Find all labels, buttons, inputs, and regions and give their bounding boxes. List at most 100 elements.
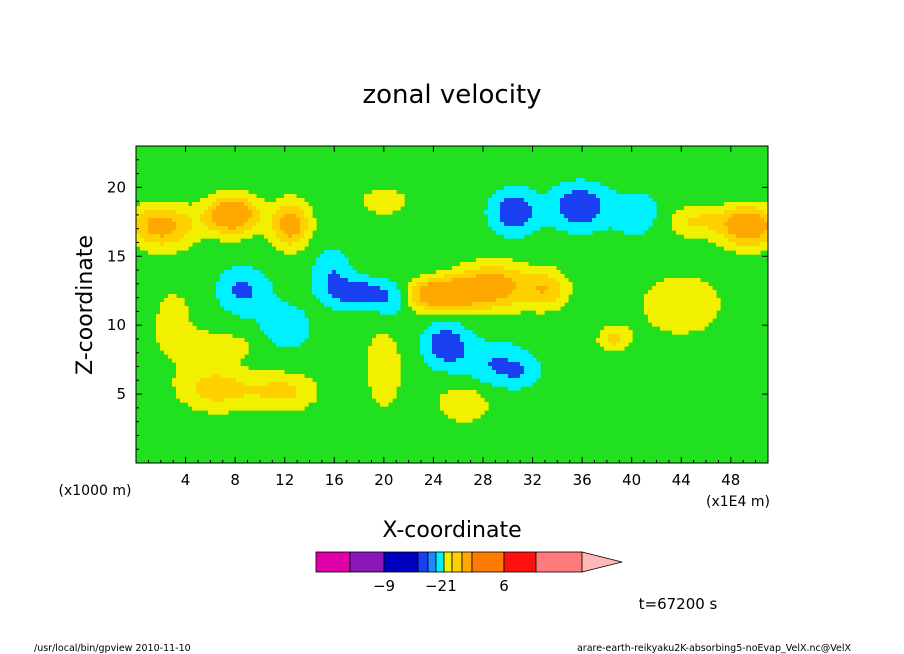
contour-cell xyxy=(488,370,493,375)
contour-cell xyxy=(296,334,301,339)
contour-cell xyxy=(140,246,145,251)
contour-cell xyxy=(272,242,277,247)
contour-cell xyxy=(424,338,429,343)
contour-cell xyxy=(504,214,509,219)
contour-cell xyxy=(344,302,349,307)
contour-cell xyxy=(476,410,481,415)
contour-cell xyxy=(160,306,165,311)
contour-cell xyxy=(228,210,233,215)
contour-cell xyxy=(444,278,449,283)
contour-cell xyxy=(372,370,377,375)
contour-cell xyxy=(600,226,605,231)
contour-cell xyxy=(368,374,373,379)
contour-cell xyxy=(432,286,437,291)
contour-cell xyxy=(576,186,581,191)
contour-cell xyxy=(560,286,565,291)
contour-cell xyxy=(176,230,181,235)
contour-cell xyxy=(368,362,373,367)
contour-cell xyxy=(252,222,257,227)
contour-cell xyxy=(380,386,385,391)
contour-cell xyxy=(528,190,533,195)
contour-cell xyxy=(536,218,541,223)
contour-cell xyxy=(220,386,225,391)
contour-cell xyxy=(740,218,745,223)
contour-cell xyxy=(528,290,533,295)
contour-cell xyxy=(388,302,393,307)
contour-cell xyxy=(188,358,193,363)
contour-cell xyxy=(168,314,173,319)
contour-cell xyxy=(488,198,493,203)
contour-cell xyxy=(468,358,473,363)
contour-cell xyxy=(268,334,273,339)
contour-cell xyxy=(748,226,753,231)
contour-cell xyxy=(372,362,377,367)
contour-cell xyxy=(228,382,233,387)
contour-cell xyxy=(460,402,465,407)
contour-cell xyxy=(260,390,265,395)
contour-cell xyxy=(176,298,181,303)
contour-cell xyxy=(524,382,529,387)
contour-cell xyxy=(280,314,285,319)
contour-cell xyxy=(464,354,469,359)
contour-cell xyxy=(204,358,209,363)
contour-cell xyxy=(224,366,229,371)
contour-cell xyxy=(244,190,249,195)
contour-cell xyxy=(496,298,501,303)
x-tick-label: 24 xyxy=(424,471,443,489)
contour-cell xyxy=(384,278,389,283)
contour-cell xyxy=(684,302,689,307)
contour-cell xyxy=(696,210,701,215)
contour-cell xyxy=(588,194,593,199)
contour-cell xyxy=(380,390,385,395)
contour-cell xyxy=(380,310,385,315)
contour-cell xyxy=(440,346,445,351)
contour-cell xyxy=(208,234,213,239)
contour-cell xyxy=(172,342,177,347)
contour-cell xyxy=(752,226,757,231)
contour-cell xyxy=(324,282,329,287)
contour-cell xyxy=(552,186,557,191)
contour-cell xyxy=(196,386,201,391)
contour-cell xyxy=(304,238,309,243)
contour-cell xyxy=(600,222,605,227)
contour-cell xyxy=(264,398,269,403)
contour-cell xyxy=(480,354,485,359)
contour-cell xyxy=(680,278,685,283)
contour-cell xyxy=(464,342,469,347)
contour-cell xyxy=(232,350,237,355)
contour-cell xyxy=(596,210,601,215)
contour-cell xyxy=(436,358,441,363)
y-axis-label: Z-coordinate xyxy=(73,235,98,375)
contour-cell xyxy=(392,310,397,315)
contour-cell xyxy=(292,218,297,223)
contour-cell xyxy=(708,214,713,219)
contour-cell xyxy=(616,198,621,203)
contour-cell xyxy=(384,346,389,351)
contour-cell xyxy=(308,390,313,395)
contour-cell xyxy=(444,290,449,295)
contour-cell xyxy=(424,290,429,295)
contour-cell xyxy=(492,310,497,315)
contour-cell xyxy=(208,350,213,355)
contour-cell xyxy=(284,242,289,247)
y-tick-label: 15 xyxy=(107,247,126,265)
contour-cell xyxy=(456,362,461,367)
contour-cell xyxy=(544,222,549,227)
contour-cell xyxy=(172,354,177,359)
contour-cell xyxy=(204,230,209,235)
contour-cell xyxy=(472,354,477,359)
contour-cell xyxy=(300,386,305,391)
contour-cell xyxy=(504,354,509,359)
contour-cell xyxy=(684,206,689,211)
contour-cell xyxy=(504,370,509,375)
contour-cell xyxy=(396,302,401,307)
contour-cell xyxy=(508,230,513,235)
contour-cell xyxy=(448,414,453,419)
contour-cell xyxy=(384,350,389,355)
contour-cell xyxy=(616,210,621,215)
contour-cell xyxy=(292,402,297,407)
contour-cell xyxy=(588,222,593,227)
contour-cell xyxy=(376,338,381,343)
contour-cell xyxy=(504,258,509,263)
